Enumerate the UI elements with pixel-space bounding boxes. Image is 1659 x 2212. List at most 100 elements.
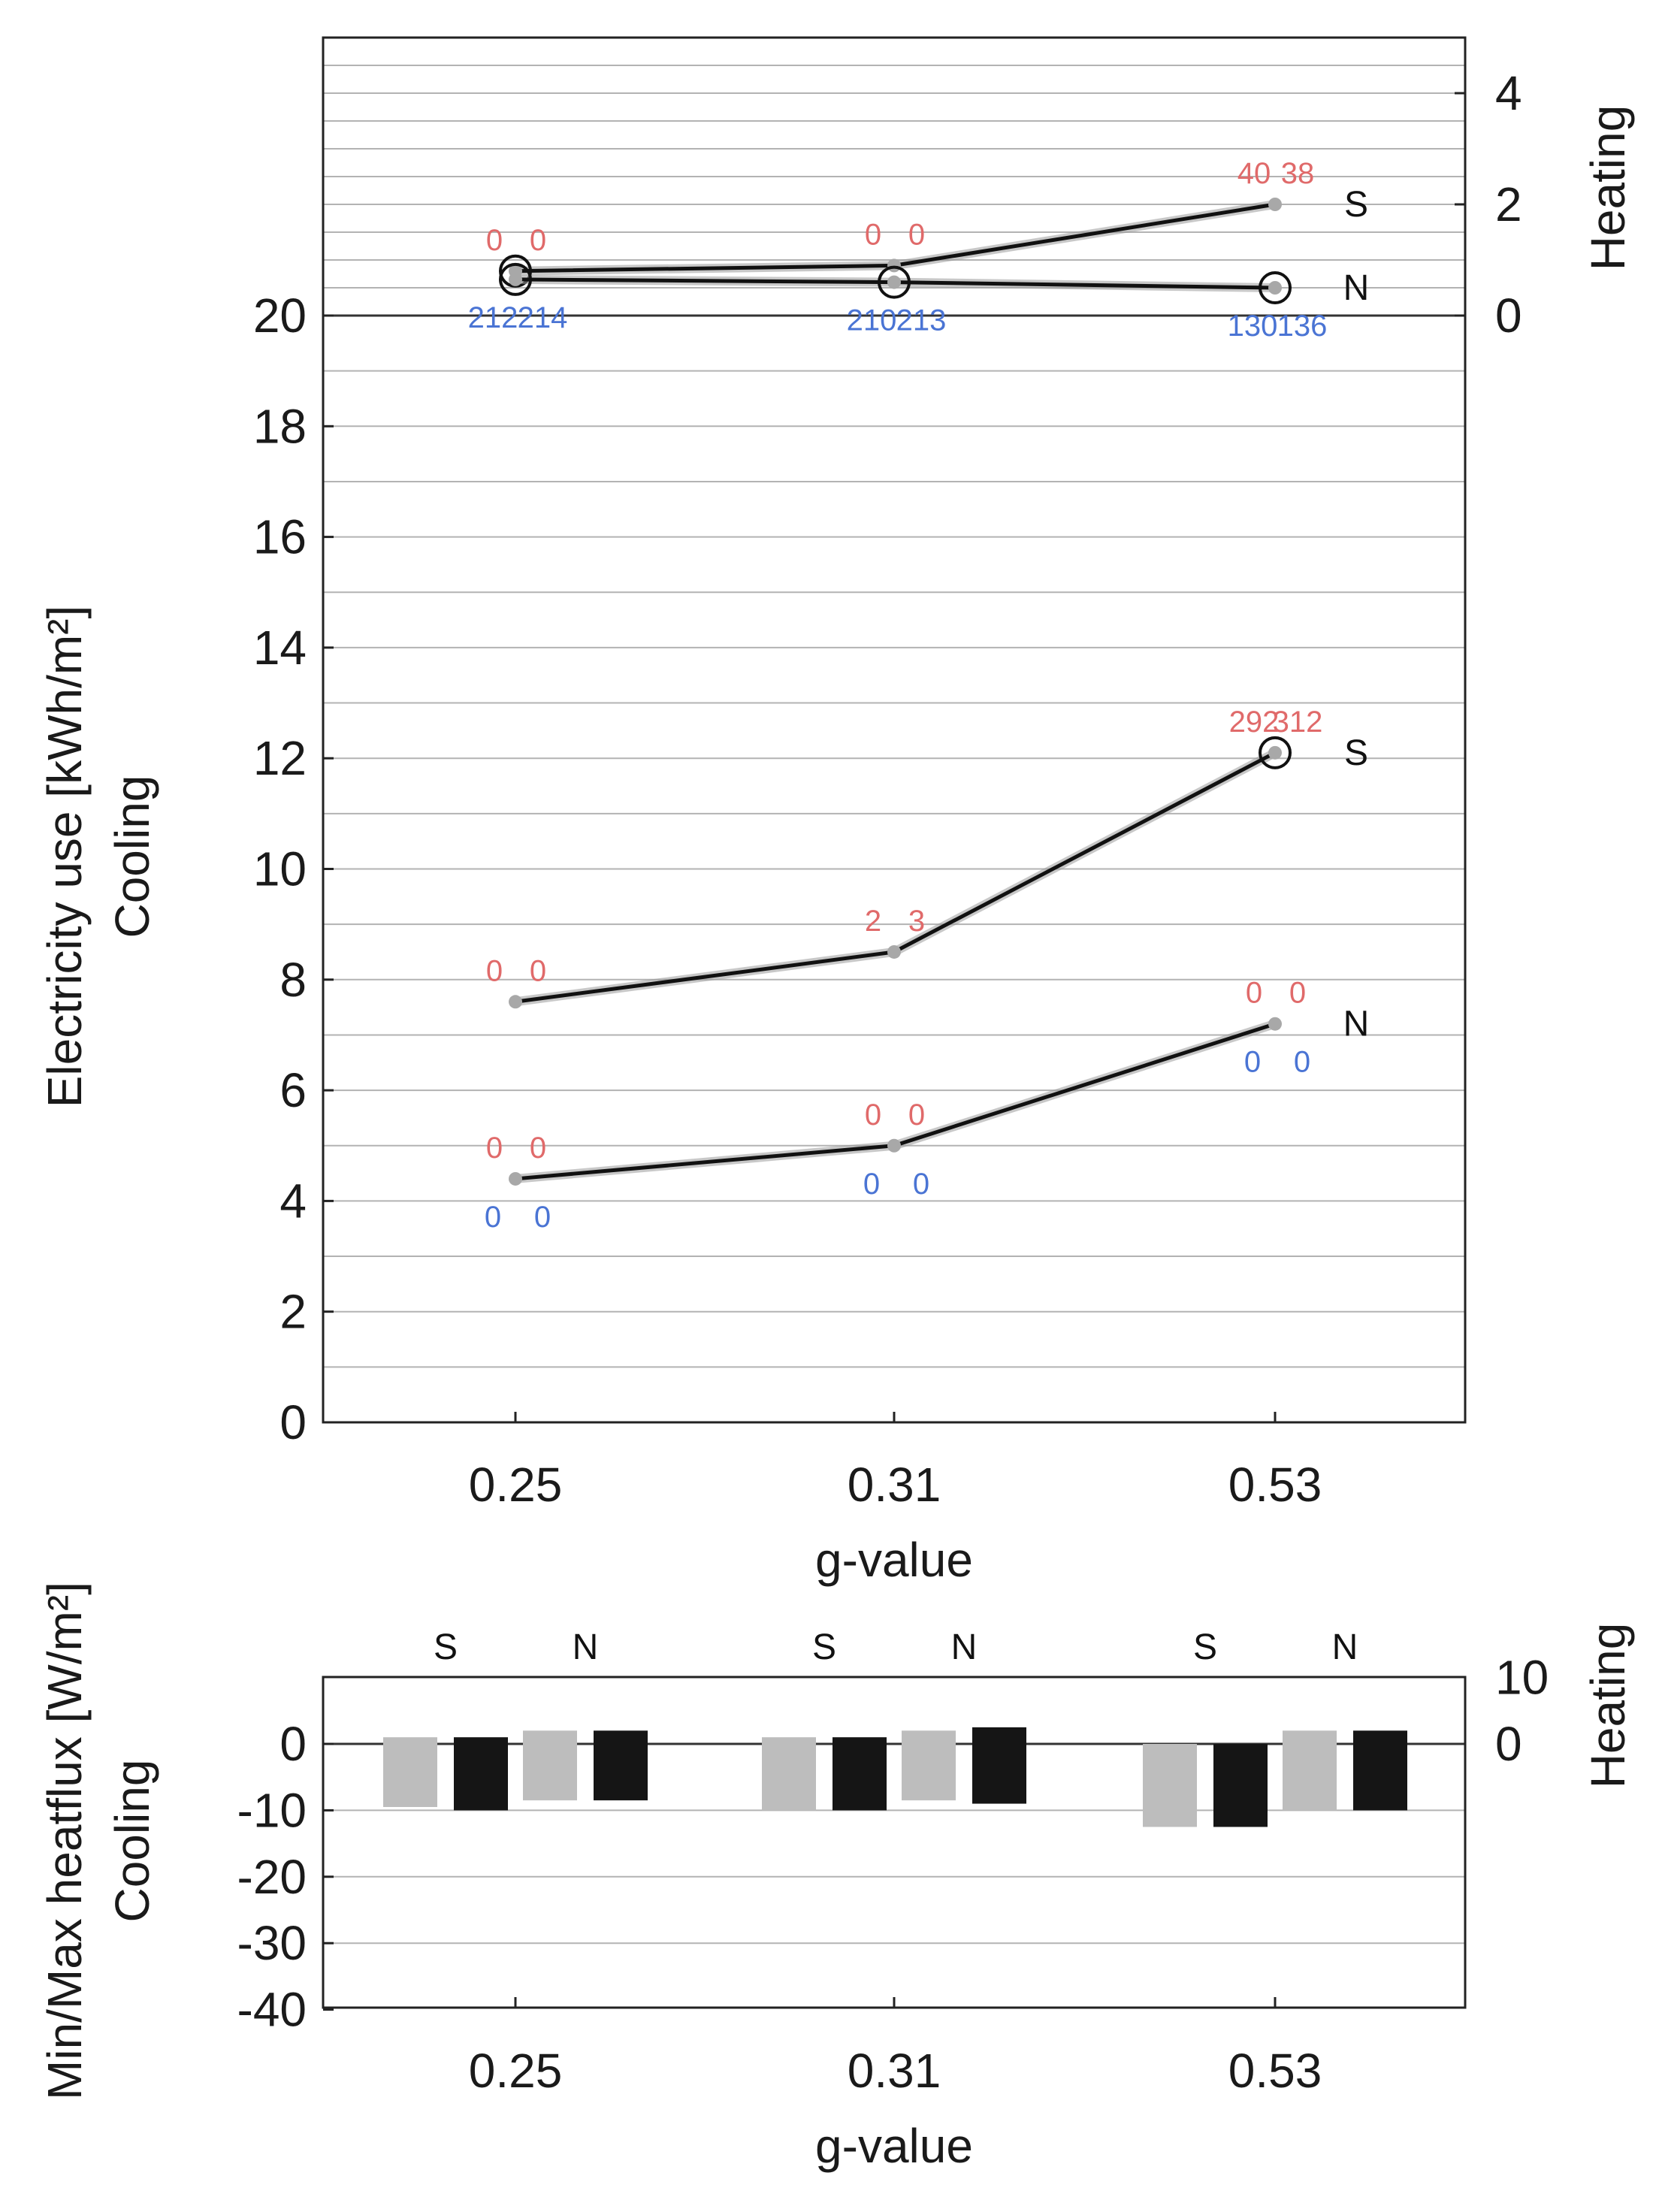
y-tick-label: -30 — [237, 1916, 307, 1970]
y2-tick-label: 0 — [1495, 1717, 1522, 1771]
y-tick-label: 20 — [253, 289, 307, 343]
data-point — [887, 275, 901, 289]
x-tick-label: 0.31 — [848, 2044, 941, 2098]
blue-label: 0 — [485, 1201, 501, 1234]
circle-marker — [878, 265, 911, 299]
red-label: 312 — [1273, 706, 1323, 739]
x-tick-label: 0.53 — [1228, 2044, 1322, 2098]
group-label-N: N — [951, 1627, 978, 1667]
bar-light-S — [383, 1737, 437, 1807]
data-point — [1268, 1017, 1282, 1031]
x-tick-label: 0.31 — [848, 1458, 941, 1512]
bar-light-S — [762, 1737, 816, 1811]
group-label-N: N — [1332, 1627, 1358, 1667]
red-label: 0 — [865, 1098, 881, 1132]
bar-light-N — [1283, 1730, 1337, 1811]
x-axis-label: g-value — [815, 2119, 973, 2173]
red-label: 0 — [865, 218, 881, 251]
red-label: 292 — [1229, 706, 1280, 739]
y-tick-label: 2 — [280, 1285, 307, 1339]
y-tick-label: 16 — [253, 510, 307, 564]
y2-tick-label: 0 — [1495, 289, 1522, 343]
y2-axis-label: Heating — [1581, 105, 1635, 271]
data-point — [1268, 198, 1282, 211]
blue-label: 213 — [896, 304, 947, 337]
data-point — [509, 272, 522, 286]
bar-dark-N — [594, 1730, 648, 1801]
bar-light-N — [902, 1730, 956, 1801]
y-tick-label: 0 — [280, 1717, 307, 1771]
circle-marker — [499, 262, 532, 296]
group-label-S: S — [434, 1627, 458, 1667]
blue-label: 214 — [518, 301, 568, 334]
bar-light-S — [1143, 1744, 1197, 1827]
series-end-label: S — [1344, 185, 1368, 225]
y-tick-label: -40 — [237, 1983, 307, 2037]
series-end-label: N — [1343, 1005, 1370, 1044]
blue-label: 0 — [1244, 1046, 1261, 1079]
data-point — [887, 1138, 901, 1153]
data-point — [887, 258, 901, 273]
circle-marker — [1259, 271, 1292, 304]
red-label: 0 — [530, 954, 546, 987]
blue-label: 0 — [1294, 1046, 1310, 1079]
red-label: 0 — [1289, 977, 1306, 1010]
y2-tick-label: 4 — [1495, 66, 1522, 120]
circle-marker — [1259, 736, 1292, 769]
red-label: 0 — [1246, 977, 1262, 1010]
y-axis-label: Electricity use [kWh/m²] — [38, 606, 92, 1108]
y-tick-label: 18 — [253, 399, 307, 453]
red-label: 0 — [486, 954, 503, 987]
bar-dark-N — [972, 1727, 1026, 1804]
y2-tick-label: 2 — [1495, 177, 1522, 231]
red-label: 3 — [908, 905, 925, 938]
y-tick-label: 10 — [253, 842, 307, 896]
x-tick-label: 0.25 — [469, 2044, 563, 2098]
bar-dark-S — [1213, 1744, 1268, 1827]
y-axis-label-cooling: Cooling — [105, 1759, 159, 1922]
data-point — [887, 944, 901, 959]
x-tick-label: 0.25 — [469, 1458, 563, 1512]
y-tick-label: 4 — [280, 1174, 307, 1228]
data-point — [1268, 745, 1282, 760]
data-point — [1268, 281, 1282, 295]
y-axis-label: Min/Max heatflux [W/m²] — [38, 1582, 92, 2100]
red-label: 0 — [486, 224, 503, 257]
blue-label: 0 — [534, 1201, 551, 1234]
blue-label: 210 — [847, 304, 897, 337]
y-tick-label: 14 — [253, 621, 307, 675]
red-label: 0 — [530, 224, 546, 257]
y-tick-label: 6 — [280, 1063, 307, 1117]
red-label: 0 — [908, 218, 925, 251]
red-label: 0 — [486, 1132, 503, 1165]
red-label: 2 — [865, 905, 881, 938]
group-label-S: S — [812, 1627, 836, 1667]
x-axis-label: g-value — [815, 1533, 973, 1587]
data-point — [509, 995, 522, 1009]
bar-dark-S — [833, 1737, 887, 1811]
red-label: 40 — [1237, 157, 1271, 190]
blue-label: 212 — [468, 301, 518, 334]
blue-label: 0 — [913, 1168, 929, 1201]
group-label-N: N — [573, 1627, 599, 1667]
series-end-label: N — [1343, 268, 1370, 308]
y-tick-label: 12 — [253, 731, 307, 785]
group-label-S: S — [1193, 1627, 1217, 1667]
blue-label: 130 — [1228, 310, 1278, 343]
red-label: 0 — [908, 1098, 925, 1132]
y2-axis-label: Heating — [1581, 1623, 1635, 1789]
blue-label: 136 — [1277, 310, 1328, 343]
bar-light-N — [523, 1730, 577, 1801]
bar-dark-N — [1353, 1730, 1407, 1811]
y-tick-label: -20 — [237, 1850, 307, 1904]
y-axis-label-cooling: Cooling — [105, 775, 159, 938]
y-tick-label: -10 — [237, 1783, 307, 1837]
x-tick-label: 0.53 — [1228, 1458, 1322, 1512]
bottom-panel: 0 -10 -20 -30 -40 10 0 0.25 0.31 0.53 g-value Min/M… — [38, 1582, 1635, 2173]
y-tick-label: 0 — [280, 1395, 307, 1449]
red-label: 0 — [530, 1132, 546, 1165]
y-tick-label: 8 — [280, 953, 307, 1007]
data-point — [509, 1171, 522, 1186]
